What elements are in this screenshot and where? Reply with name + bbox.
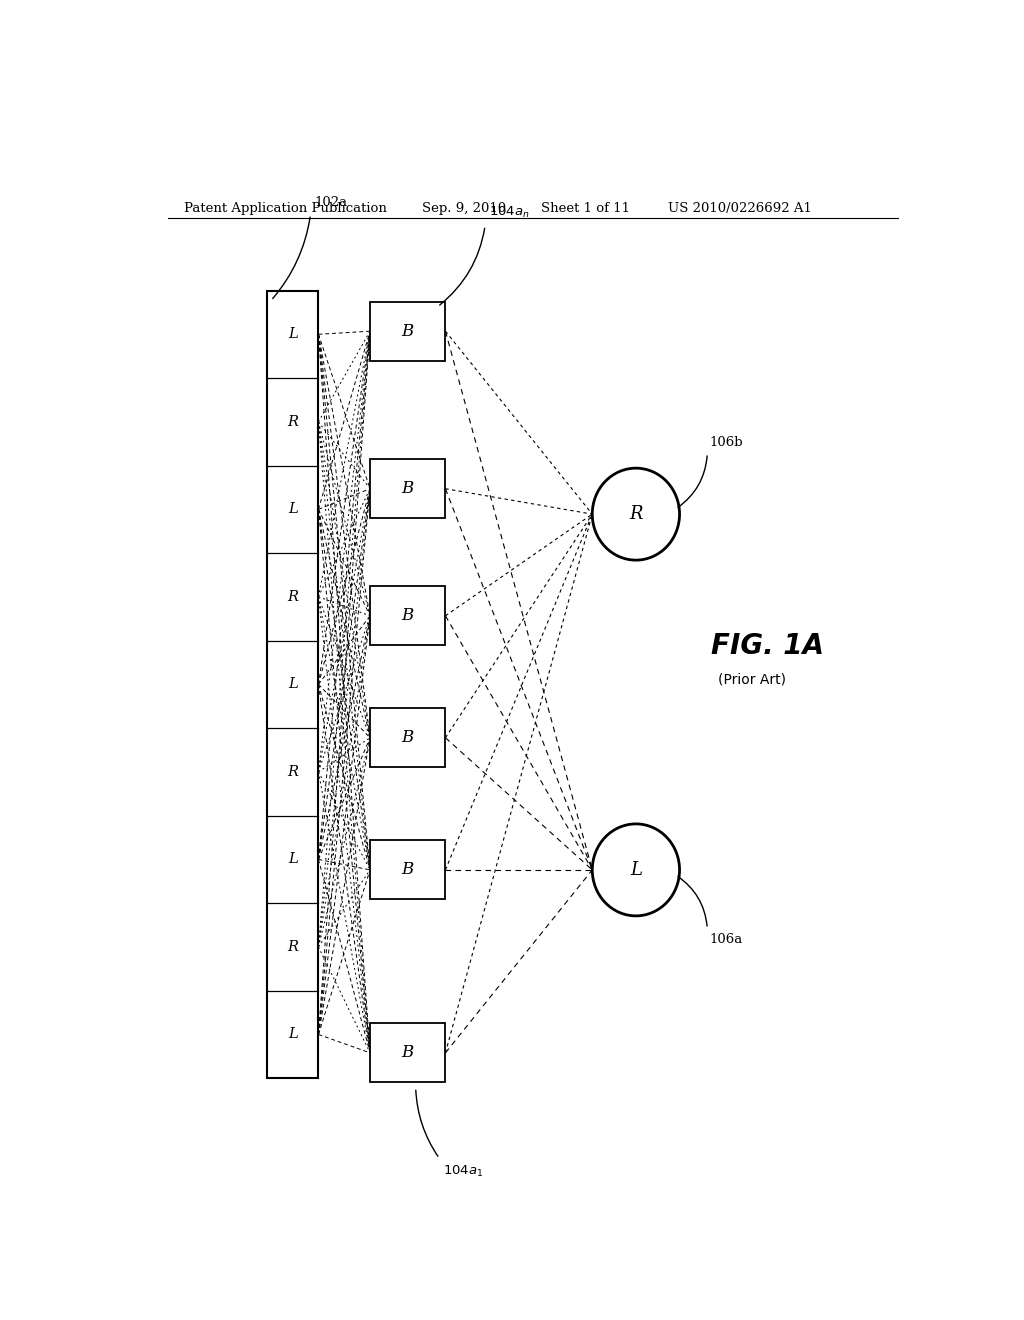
Ellipse shape [592, 824, 680, 916]
Text: FIG. 1A: FIG. 1A [712, 632, 824, 660]
Text: L: L [288, 677, 298, 692]
Bar [370, 459, 445, 519]
Text: Patent Application Publication: Patent Application Publication [183, 202, 386, 215]
Text: $104a_1$: $104a_1$ [443, 1164, 484, 1179]
Text: R: R [287, 414, 298, 429]
Bar [370, 841, 445, 899]
Text: 106a: 106a [710, 933, 743, 946]
Text: L: L [288, 853, 298, 866]
Text: 102a: 102a [314, 197, 347, 210]
Text: $104a_n$: $104a_n$ [489, 206, 529, 220]
Text: B: B [401, 322, 414, 339]
Text: B: B [401, 607, 414, 624]
Text: B: B [401, 729, 414, 746]
Text: R: R [629, 506, 643, 523]
Text: R: R [287, 940, 298, 954]
Text: R: R [287, 764, 298, 779]
Ellipse shape [592, 469, 680, 560]
Bar [370, 709, 445, 767]
Text: (Prior Art): (Prior Art) [718, 673, 785, 686]
Bar [267, 290, 318, 1078]
Text: Sep. 9, 2010: Sep. 9, 2010 [422, 202, 506, 215]
Text: L: L [288, 1027, 298, 1041]
Text: R: R [287, 590, 298, 603]
Bar [370, 1023, 445, 1082]
Text: L: L [288, 503, 298, 516]
Text: US 2010/0226692 A1: US 2010/0226692 A1 [668, 202, 812, 215]
Text: L: L [288, 327, 298, 342]
Text: B: B [401, 1044, 414, 1061]
Bar [370, 302, 445, 360]
Text: B: B [401, 862, 414, 878]
Text: 106b: 106b [710, 436, 743, 449]
Text: L: L [630, 861, 642, 879]
Bar [370, 586, 445, 645]
Text: Sheet 1 of 11: Sheet 1 of 11 [541, 202, 630, 215]
Text: B: B [401, 480, 414, 498]
